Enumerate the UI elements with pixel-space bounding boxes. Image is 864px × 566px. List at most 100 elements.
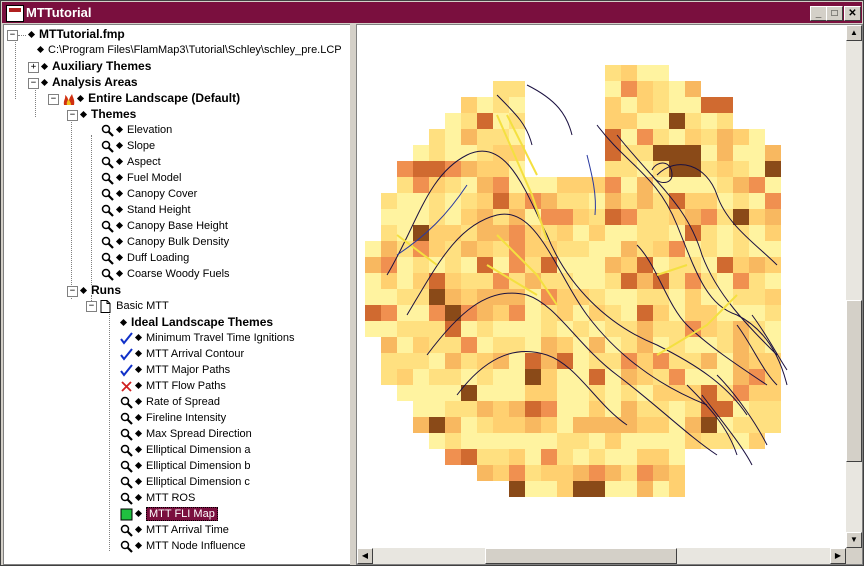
output-label: Fireline Intensity bbox=[146, 412, 227, 424]
output-label: MTT Node Influence bbox=[146, 540, 246, 552]
magnifier-icon[interactable] bbox=[120, 524, 133, 537]
horizontal-scrollbar[interactable]: ◀ ▶ bbox=[357, 548, 846, 564]
app-icon bbox=[6, 5, 24, 22]
vertical-scrollbar[interactable]: ▲ ▼ bbox=[846, 25, 862, 548]
vertical-scroll-thumb[interactable] bbox=[846, 300, 862, 462]
checkmark-icon[interactable] bbox=[120, 363, 133, 377]
collapse-landscape-toggle[interactable]: − bbox=[48, 93, 59, 105]
scroll-right-button[interactable]: ▶ bbox=[830, 548, 846, 564]
tree-item-themes[interactable]: − Themes bbox=[67, 106, 136, 122]
theme-item[interactable]: Canopy Bulk Density bbox=[101, 234, 229, 250]
theme-label: Fuel Model bbox=[127, 172, 182, 184]
magnifier-icon[interactable] bbox=[101, 172, 114, 185]
magnifier-icon[interactable] bbox=[120, 428, 133, 441]
magnifier-icon[interactable] bbox=[120, 444, 133, 457]
output-item[interactable]: MTT Arrival Time bbox=[120, 522, 229, 538]
theme-item[interactable]: Aspect bbox=[101, 154, 161, 170]
tree-item-landscape-file[interactable]: C:\Program Files\FlamMap3\Tutorial\Schle… bbox=[35, 42, 342, 58]
magnifier-icon[interactable] bbox=[101, 140, 114, 153]
theme-item[interactable]: Stand Height bbox=[101, 202, 191, 218]
output-label: Elliptical Dimension b bbox=[146, 460, 251, 472]
magnifier-icon[interactable] bbox=[120, 396, 133, 409]
minimize-button[interactable]: _ bbox=[810, 6, 827, 21]
tree-item-entire-landscape[interactable]: − Entire Landscape (Default) bbox=[48, 90, 240, 106]
output-item[interactable]: Max Spread Direction bbox=[120, 426, 252, 442]
checkmark-icon[interactable] bbox=[120, 347, 133, 361]
output-item[interactable]: Elliptical Dimension c bbox=[120, 474, 250, 490]
tree-item-basic-mtt[interactable]: − Basic MTT bbox=[86, 298, 169, 314]
theme-item[interactable]: Canopy Cover bbox=[101, 186, 197, 202]
collapse-run-toggle[interactable]: − bbox=[86, 300, 97, 312]
tree-item-auxiliary-themes[interactable]: + Auxiliary Themes bbox=[28, 58, 151, 74]
scrollbar-corner bbox=[846, 548, 862, 564]
project-tree[interactable]: − MTTutorial.fmp C:\Program Files\FlamMap… bbox=[3, 24, 351, 565]
output-label: MTT FLI Map bbox=[146, 507, 218, 521]
output-item[interactable]: Elliptical Dimension a bbox=[120, 442, 251, 458]
maximize-button[interactable]: □ bbox=[826, 6, 843, 21]
magnifier-icon[interactable] bbox=[101, 236, 114, 249]
tree-item-runs[interactable]: − Runs bbox=[67, 282, 121, 298]
tree-item-ideal-landscape-themes[interactable]: Ideal Landscape Themes bbox=[118, 314, 273, 330]
theme-label: Canopy Cover bbox=[127, 188, 198, 200]
magnifier-icon[interactable] bbox=[120, 492, 133, 505]
scroll-up-button[interactable]: ▲ bbox=[846, 25, 862, 41]
output-label: MTT Flow Paths bbox=[146, 380, 226, 392]
output-label: MTT Arrival Time bbox=[146, 524, 229, 536]
horizontal-scroll-thumb[interactable] bbox=[485, 548, 677, 564]
close-button[interactable]: ✕ bbox=[844, 6, 861, 21]
theme-item[interactable]: Fuel Model bbox=[101, 170, 181, 186]
theme-item[interactable]: Slope bbox=[101, 138, 155, 154]
magnifier-icon[interactable] bbox=[101, 268, 114, 281]
output-item[interactable]: Fireline Intensity bbox=[120, 410, 226, 426]
fli-map-canvas[interactable] bbox=[357, 25, 846, 548]
window-title: MTTutorial bbox=[26, 5, 92, 20]
collapse-root-toggle[interactable]: − bbox=[7, 29, 18, 41]
auxiliary-themes-label: Auxiliary Themes bbox=[52, 59, 152, 73]
magnifier-icon[interactable] bbox=[101, 156, 114, 169]
output-item[interactable]: MTT Node Influence bbox=[120, 538, 245, 554]
theme-label: Elevation bbox=[127, 124, 173, 136]
output-item[interactable]: Minimum Travel Time Ignitions bbox=[120, 330, 295, 346]
panel-splitter[interactable] bbox=[350, 24, 355, 565]
magnifier-icon[interactable] bbox=[101, 124, 114, 137]
checkmark-icon[interactable] bbox=[120, 331, 133, 345]
themes-header-label: Themes bbox=[91, 107, 137, 121]
scroll-down-button[interactable]: ▼ bbox=[846, 532, 862, 548]
green-square-icon[interactable] bbox=[120, 508, 133, 521]
theme-item[interactable]: Canopy Base Height bbox=[101, 218, 228, 234]
collapse-themes-toggle[interactable]: − bbox=[67, 109, 78, 121]
output-item[interactable]: MTT Flow Paths bbox=[120, 378, 226, 394]
collapse-runs-toggle[interactable]: − bbox=[67, 285, 78, 297]
magnifier-icon[interactable] bbox=[120, 412, 133, 425]
tree-root-label: MTTutorial.fmp bbox=[39, 27, 125, 41]
theme-label: Slope bbox=[127, 140, 156, 152]
magnifier-icon[interactable] bbox=[101, 252, 114, 265]
scroll-left-button[interactable]: ◀ bbox=[357, 548, 373, 564]
title-bar[interactable]: MTTutorial _ □ ✕ bbox=[2, 2, 862, 23]
magnifier-icon[interactable] bbox=[101, 220, 114, 233]
theme-label: Aspect bbox=[127, 156, 161, 168]
run-name-label: Basic MTT bbox=[116, 300, 169, 312]
theme-item[interactable]: Elevation bbox=[101, 122, 172, 138]
magnifier-icon[interactable] bbox=[120, 540, 133, 553]
collapse-analysis-toggle[interactable]: − bbox=[28, 77, 39, 89]
magnifier-icon[interactable] bbox=[101, 204, 114, 217]
tree-root[interactable]: − MTTutorial.fmp bbox=[7, 26, 125, 42]
analysis-areas-label: Analysis Areas bbox=[52, 75, 138, 89]
output-item[interactable]: Elliptical Dimension b bbox=[120, 458, 251, 474]
output-item[interactable]: MTT Arrival Contour bbox=[120, 346, 244, 362]
expand-auxiliary-toggle[interactable]: + bbox=[28, 61, 39, 73]
x-mark-icon[interactable] bbox=[120, 380, 133, 393]
magnifier-icon[interactable] bbox=[120, 460, 133, 473]
magnifier-icon[interactable] bbox=[120, 476, 133, 489]
output-item[interactable]: MTT FLI Map bbox=[120, 506, 218, 522]
output-item[interactable]: Rate of Spread bbox=[120, 394, 220, 410]
output-item[interactable]: MTT Major Paths bbox=[120, 362, 230, 378]
theme-item[interactable]: Duff Loading bbox=[101, 250, 189, 266]
magnifier-icon[interactable] bbox=[101, 188, 114, 201]
tree-item-analysis-areas[interactable]: − Analysis Areas bbox=[28, 74, 138, 90]
map-view[interactable]: ▲ ▼ ◀ ▶ bbox=[356, 24, 863, 565]
theme-item[interactable]: Coarse Woody Fuels bbox=[101, 266, 230, 282]
output-item[interactable]: MTT ROS bbox=[120, 490, 195, 506]
output-label: Minimum Travel Time Ignitions bbox=[146, 332, 295, 344]
